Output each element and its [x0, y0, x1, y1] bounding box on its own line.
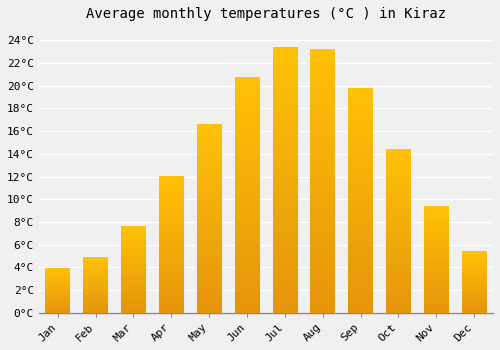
Title: Average monthly temperatures (°C ) in Kiraz: Average monthly temperatures (°C ) in Ki… [86, 7, 446, 21]
